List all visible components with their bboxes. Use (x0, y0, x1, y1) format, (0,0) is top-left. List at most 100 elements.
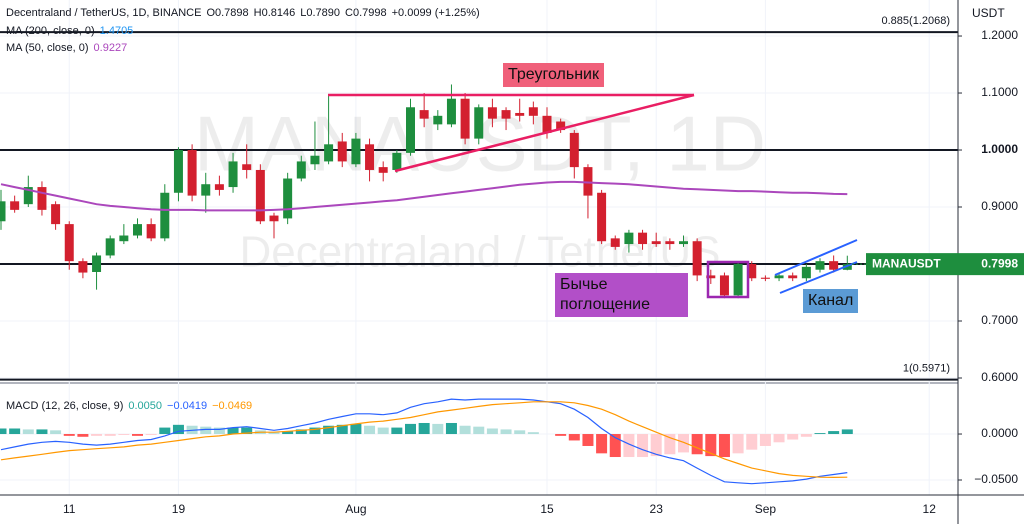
histogram-bar (350, 423, 362, 435)
drawings (328, 93, 858, 299)
macd-value: 0.0050 (128, 400, 163, 412)
histogram-bar (568, 434, 580, 441)
candle-body (815, 261, 825, 270)
macd-value: −0.0419 (167, 400, 208, 412)
x-tick-label: 15 (540, 502, 554, 516)
histogram-bar (405, 423, 416, 435)
histogram-bar (432, 423, 444, 435)
histogram-bar (200, 426, 212, 435)
macd-legend: MACD (12, 26, close, 9) 0.0050 −0.0419 −0.0… (6, 400, 257, 412)
x-tick-label: 23 (650, 502, 664, 516)
histogram-bar (814, 433, 826, 435)
histogram-bar (746, 434, 758, 450)
candle-body (378, 167, 388, 173)
histogram-bar (609, 434, 621, 458)
y-tick-label: 1.0000 (981, 142, 1018, 156)
candle-body (487, 107, 497, 119)
candle-body (597, 192, 607, 242)
histogram-bar (22, 429, 34, 435)
y-tick-label: 0.0000 (981, 426, 1018, 440)
candle-body (760, 277, 770, 279)
ohlc: C0.7998 (345, 7, 387, 19)
histogram-bar (172, 424, 184, 435)
histogram-bar (527, 432, 539, 435)
candle-body (269, 215, 279, 222)
candle-body (324, 144, 334, 162)
histogram-bar (800, 434, 812, 437)
annotation-text: Бычье (560, 276, 608, 293)
candle-body (528, 107, 538, 116)
candle-body (10, 201, 20, 210)
candle-body (51, 204, 61, 225)
histogram-bar (9, 428, 21, 435)
histogram-bar (63, 434, 75, 436)
candle-body (78, 261, 88, 273)
candle-body (173, 150, 183, 193)
candle-body (337, 141, 347, 162)
histogram-bar (637, 434, 649, 458)
histogram-bar (459, 425, 471, 435)
candle-body (23, 187, 33, 205)
candle-body (283, 178, 293, 219)
macd-line (0, 401, 848, 479)
channel-line (774, 239, 858, 276)
ohlc: L0.7890 (300, 7, 341, 19)
triangle-line (394, 93, 695, 173)
candle-body (446, 98, 456, 125)
candle-body (829, 261, 839, 270)
candle-body (37, 187, 47, 210)
annotation: Канал (803, 289, 859, 313)
histogram-bar (323, 425, 335, 435)
histogram-bar (336, 424, 348, 435)
candle-body (569, 132, 579, 168)
candle-body (255, 169, 265, 222)
histogram-bar (828, 431, 840, 435)
annotation-text: поглощение (560, 296, 651, 313)
y-tick-label: 1.2000 (981, 28, 1018, 42)
histogram-bar (268, 432, 280, 435)
candle-body (501, 110, 511, 119)
histogram-bar (309, 427, 321, 435)
candle-body (242, 164, 252, 170)
histogram-bar (445, 422, 457, 435)
histogram-bar (691, 434, 703, 455)
macd-value: −0.0469 (212, 400, 253, 412)
candle-body (433, 115, 443, 125)
candle-body (419, 110, 429, 119)
histogram-bar (718, 434, 730, 458)
candle-body (133, 224, 142, 236)
channel-line (779, 261, 858, 294)
price-tag-value: 0.7998 (981, 256, 1018, 270)
histogram-bar (623, 434, 635, 458)
price-tag-symbol: MANAUSDT (872, 256, 941, 270)
symbol-legend: Decentraland / TetherUS, 1D, BINANCE O0.7… (6, 7, 485, 19)
histogram-bar (664, 434, 676, 455)
candle-body (583, 167, 593, 196)
candle-body (392, 152, 402, 170)
candle-body (365, 144, 375, 170)
level-label: 0.885(1.2068) (882, 15, 951, 27)
candle-body (774, 275, 784, 279)
ohlc: O0.7898 (206, 7, 249, 19)
ma-name: MA (50, close, 0) (6, 42, 89, 54)
histogram-bar (418, 422, 430, 435)
annotation-text: Треугольник (508, 66, 599, 83)
x-tick-label: 12 (923, 502, 937, 516)
histogram-bar (650, 434, 662, 457)
candle-body (747, 264, 757, 279)
candle-body (64, 224, 74, 262)
candle-body (679, 241, 688, 245)
ma-name: MA (200, close, 0) (6, 25, 95, 37)
candle-body (556, 121, 566, 131)
candle-body (651, 241, 661, 245)
histogram-bar (295, 429, 307, 435)
histogram-bar (377, 427, 389, 435)
histogram-bar (473, 426, 485, 435)
histogram-bar (36, 429, 48, 435)
price-tag (866, 253, 1024, 276)
histogram-bar (486, 428, 498, 435)
candle-body (692, 241, 702, 276)
histogram-bar (104, 434, 116, 436)
y-tick-label: 0.6000 (981, 370, 1018, 384)
x-tick-label: 11 (63, 502, 76, 516)
